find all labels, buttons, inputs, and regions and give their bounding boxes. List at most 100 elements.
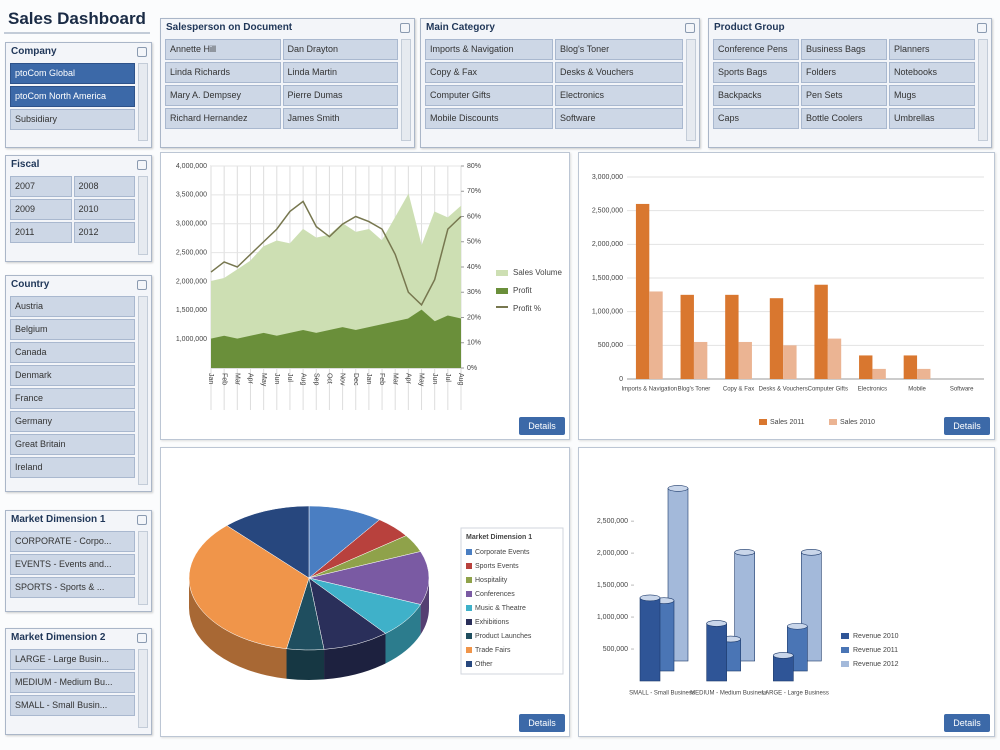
slicer-item[interactable]: Pierre Dumas <box>282 85 398 106</box>
slicer-item[interactable]: Copy & Fax <box>425 62 553 83</box>
slicer-item[interactable]: 2010 <box>73 199 135 220</box>
column-top <box>773 652 794 659</box>
clear-filter[interactable] <box>137 160 147 170</box>
slicer-item[interactable]: 2008 <box>73 176 135 197</box>
legend-box <box>460 527 564 675</box>
clear-filter[interactable] <box>137 515 147 525</box>
bar <box>635 203 650 379</box>
clear-filter[interactable] <box>685 23 695 33</box>
slicer-item[interactable]: 2009 <box>10 199 72 220</box>
slicer-item[interactable]: Blog's Toner <box>555 39 683 60</box>
slicer-item[interactable]: Canada <box>10 342 135 363</box>
slicer-item[interactable]: Sports Bags <box>713 62 799 83</box>
slicer-item[interactable]: Computer Gifts <box>425 85 553 106</box>
legend-swatch <box>466 619 472 625</box>
x-tick-label: Apr <box>247 373 254 385</box>
slicer-item[interactable]: 2011 <box>10 222 72 243</box>
slicer-item[interactable]: Electronics <box>555 85 683 106</box>
slicer-item[interactable]: Linda Martin <box>282 62 398 83</box>
legend-swatch <box>841 633 849 639</box>
details-button[interactable]: Details <box>944 714 990 732</box>
bar <box>903 355 918 379</box>
slicer-item[interactable]: Denmark <box>10 365 135 386</box>
column-top <box>734 549 755 556</box>
slicer-item[interactable]: Planners <box>889 39 975 60</box>
x-tick-label: May <box>418 373 425 387</box>
scrollbar[interactable] <box>401 39 411 141</box>
slicer-title: Country <box>11 279 50 290</box>
slicer-item[interactable]: MEDIUM - Medium Bu... <box>10 672 135 693</box>
legend-swatch <box>841 661 849 667</box>
slicer-item[interactable]: Conference Pens <box>713 39 799 60</box>
scrollbar[interactable] <box>138 176 148 255</box>
x-tick-label: Jan <box>365 373 372 384</box>
slicer-item[interactable]: ptoCom North America <box>10 86 135 107</box>
clear-filter[interactable] <box>400 23 410 33</box>
slicer-item[interactable]: Pen Sets <box>801 85 887 106</box>
legend-swatch <box>466 577 472 583</box>
slicer-item[interactable]: Umbrellas <box>889 108 975 129</box>
slicer-item[interactable]: Notebooks <box>889 62 975 83</box>
slicer-item[interactable]: SPORTS - Sports & ... <box>10 577 135 598</box>
slicer-item[interactable]: Mary A. Dempsey <box>165 85 281 106</box>
slicer-item[interactable]: 2012 <box>73 222 135 243</box>
slicer-item[interactable]: James Smith <box>282 108 398 129</box>
slicer-item[interactable]: Annette Hill <box>165 39 281 60</box>
slicer-item[interactable]: Austria <box>10 296 135 317</box>
slice-side <box>324 633 386 680</box>
scrollbar[interactable] <box>138 296 148 485</box>
slicer-item[interactable]: Business Bags <box>801 39 887 60</box>
slicer-item[interactable]: LARGE - Large Busin... <box>10 649 135 670</box>
slicer-item[interactable]: Belgium <box>10 319 135 340</box>
details-button[interactable]: Details <box>519 417 565 435</box>
slicer-item[interactable]: Backpacks <box>713 85 799 106</box>
slicer-item[interactable]: Imports & Navigation <box>425 39 553 60</box>
legend-label: Other <box>475 661 493 668</box>
details-button[interactable]: Details <box>944 417 990 435</box>
slicer-item[interactable]: Linda Richards <box>165 62 281 83</box>
scrollbar[interactable] <box>686 39 696 141</box>
slicer-item[interactable]: 2007 <box>10 176 72 197</box>
clear-filter[interactable] <box>137 47 147 57</box>
slicer-item[interactable]: CORPORATE - Corpo... <box>10 531 135 552</box>
scrollbar[interactable] <box>138 649 148 728</box>
x-tick-label: Mar <box>233 373 240 386</box>
details-button[interactable]: Details <box>519 714 565 732</box>
x-tick-label: SMALL - Small Business <box>629 691 695 697</box>
slicer-item[interactable]: Great Britain <box>10 434 135 455</box>
slicer-item[interactable]: Caps <box>713 108 799 129</box>
slicer-item[interactable]: Ireland <box>10 457 135 478</box>
slicer-item[interactable]: Software <box>555 108 683 129</box>
x-tick-label: LARGE - Large Business <box>762 691 829 697</box>
slicer-item[interactable]: Mugs <box>889 85 975 106</box>
clear-filter[interactable] <box>137 280 147 290</box>
x-tick-label: Aug <box>299 373 306 386</box>
slicer-item[interactable]: ptoCom Global <box>10 63 135 84</box>
slicer-item[interactable]: Folders <box>801 62 887 83</box>
slicer-item[interactable]: Desks & Vouchers <box>555 62 683 83</box>
x-tick-label: Desks & Vouchers <box>759 387 808 393</box>
line <box>210 200 462 307</box>
bar <box>738 341 752 379</box>
slicer-item[interactable]: Mobile Discounts <box>425 108 553 129</box>
slicer-item[interactable]: France <box>10 388 135 409</box>
slicer-item[interactable]: Germany <box>10 411 135 432</box>
clear-filter[interactable] <box>137 633 147 643</box>
slicer-item[interactable]: Dan Drayton <box>282 39 398 60</box>
slicer-title: Main Category <box>426 22 495 33</box>
clear-filter[interactable] <box>977 23 987 33</box>
slicer: Country Austria Belgium Canada Denmark France… <box>5 275 152 492</box>
slicer-item[interactable]: Richard Hernandez <box>165 108 281 129</box>
slicer-item[interactable]: Bottle Coolers <box>801 108 887 129</box>
scrollbar[interactable] <box>138 63 148 141</box>
scrollbar[interactable] <box>138 531 148 605</box>
x-tick-label: MEDIUM - Medium Business <box>690 691 767 697</box>
scrollbar[interactable] <box>978 39 988 141</box>
slicer-item[interactable]: SMALL - Small Busin... <box>10 695 135 716</box>
column-top <box>706 620 727 627</box>
slicer-item[interactable]: EVENTS - Events and... <box>10 554 135 575</box>
slicer-item[interactable]: Subsidiary <box>10 109 135 130</box>
slicer-title: Company <box>11 46 57 57</box>
bar <box>649 291 663 379</box>
x-tick-label: Jan <box>207 373 214 384</box>
